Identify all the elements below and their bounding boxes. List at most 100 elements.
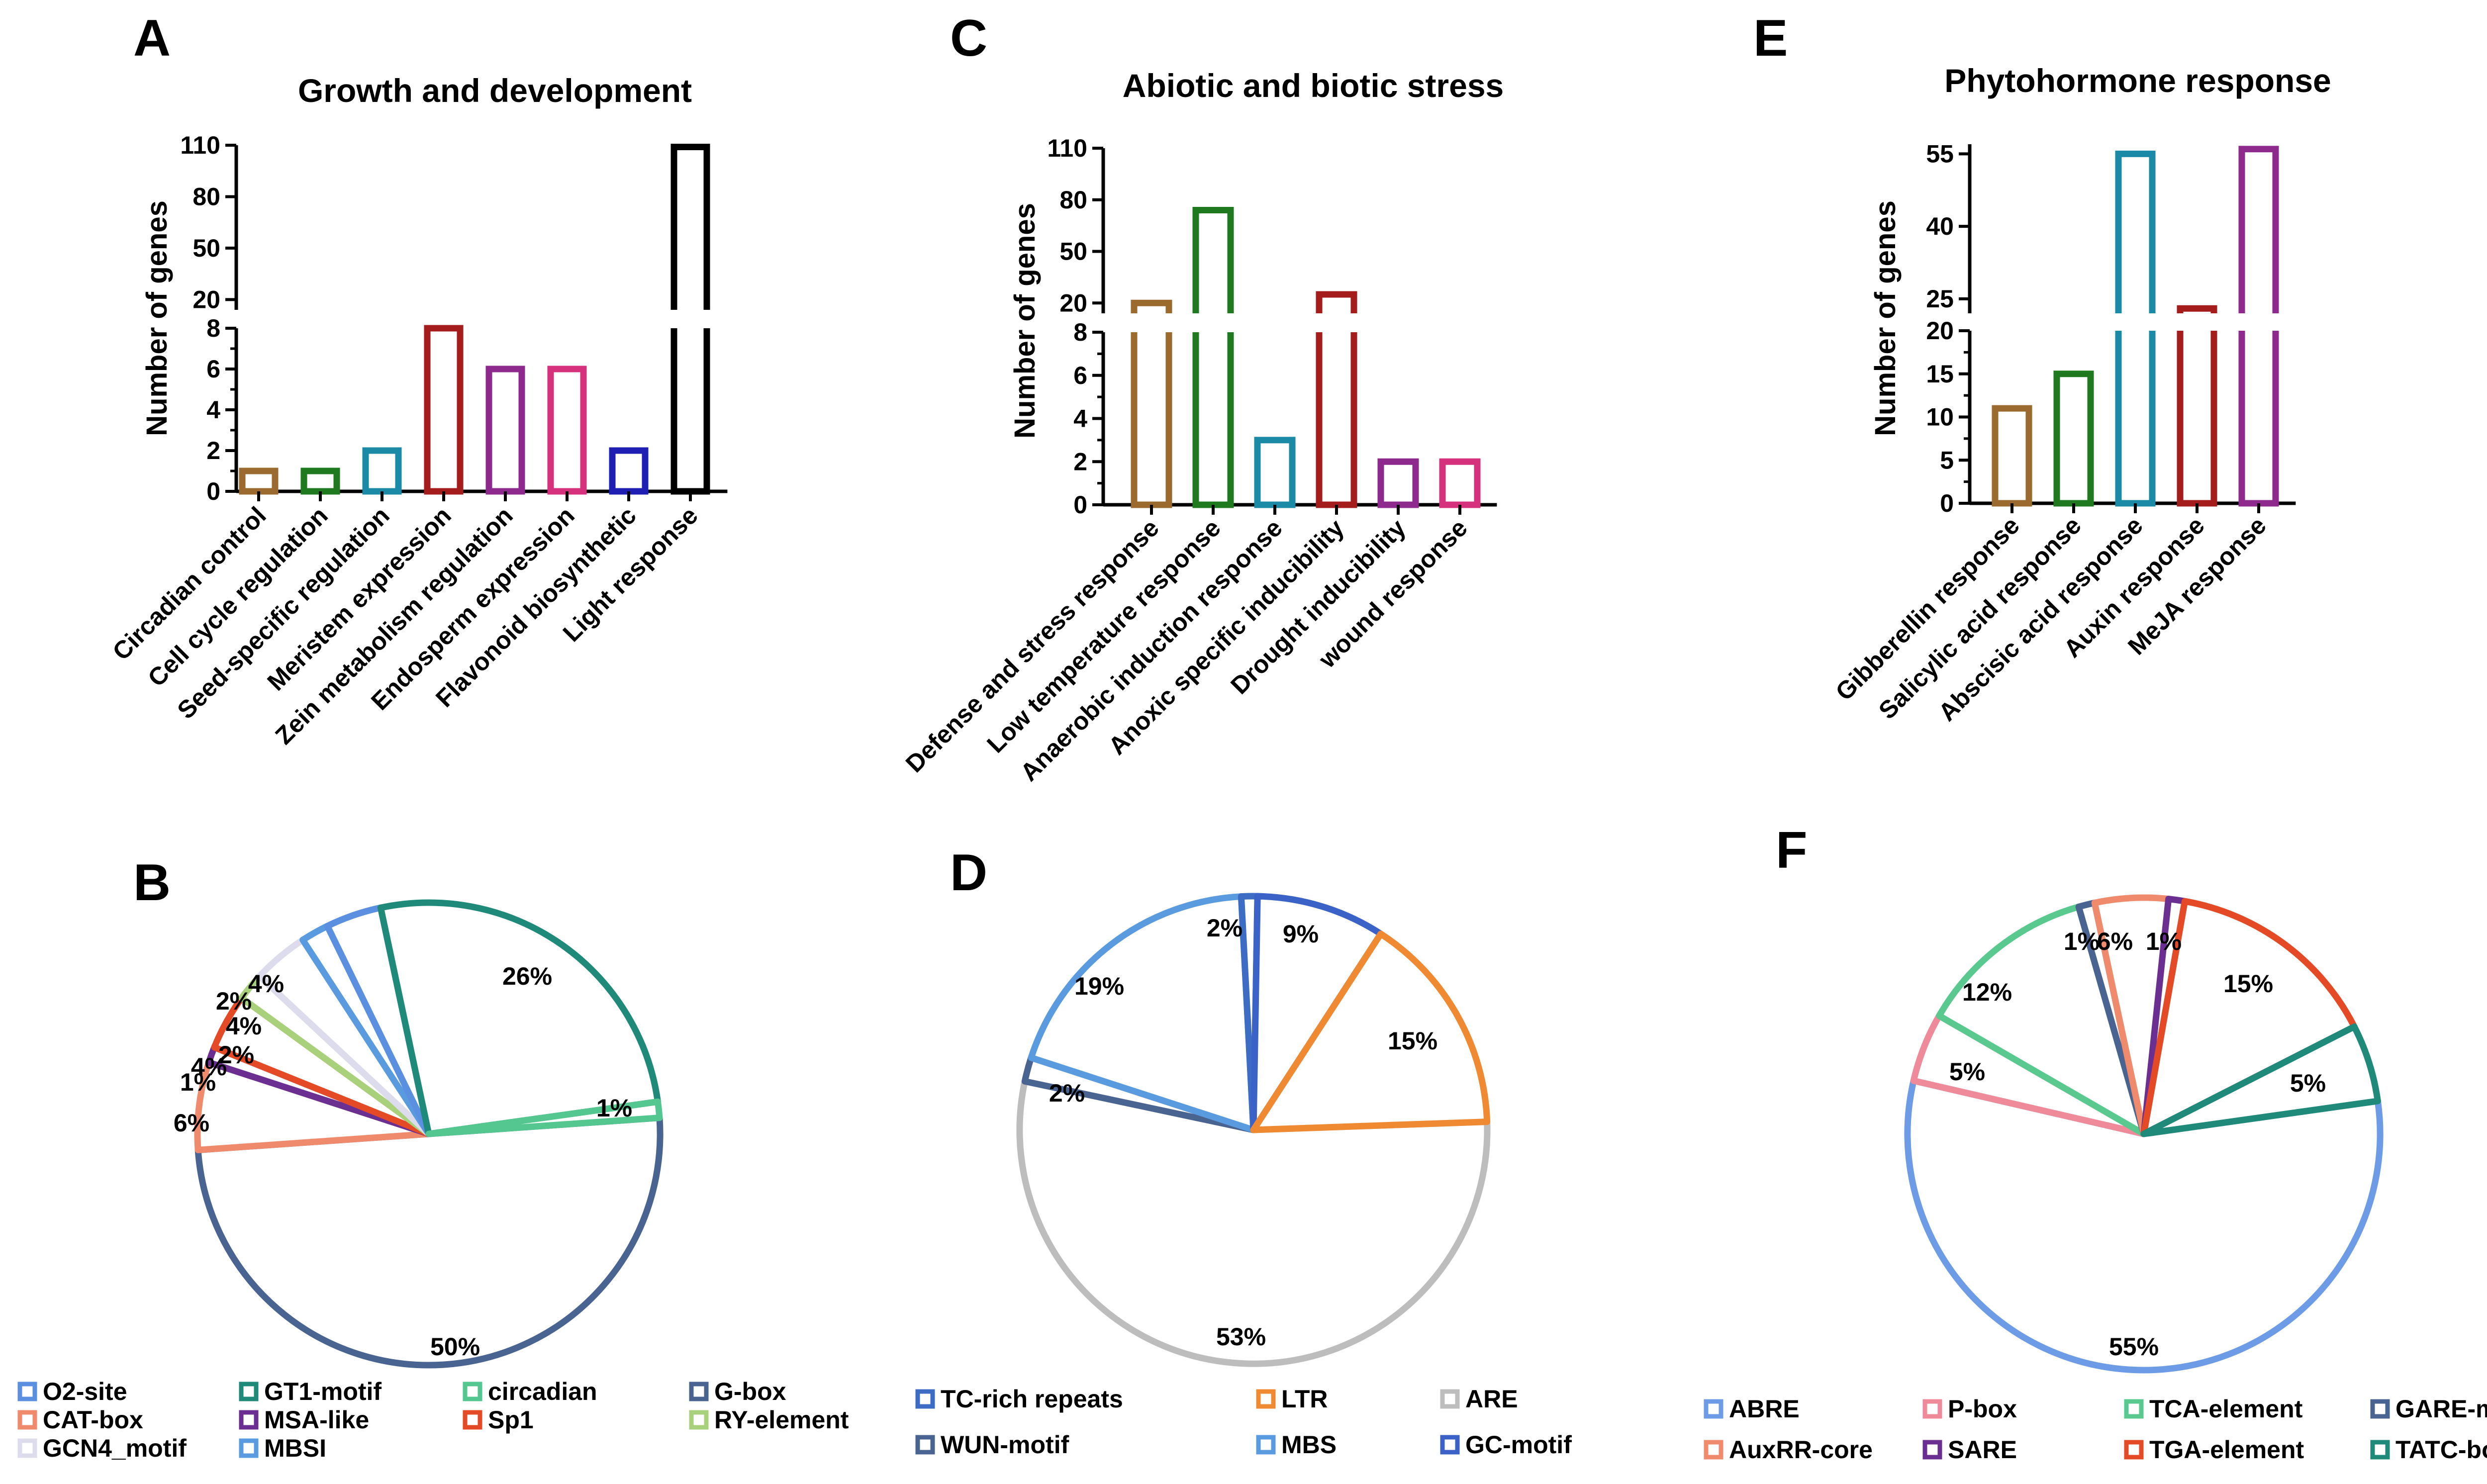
- legend-swatch-tc-rich-repeats: [915, 1389, 935, 1409]
- pie-chart-stress-elements: 53% 2% 19% 2% 9% 15%: [1016, 893, 1491, 1367]
- bar-defense-and-stress-response-lower: [1131, 332, 1172, 508]
- y-tick-label: 0: [1940, 489, 1954, 517]
- bar-light-response-lower: [670, 328, 710, 495]
- bar-meristem-expression: [424, 325, 464, 495]
- bar-chart-growth-development: Growth and development Number of genes 0 2 4…: [107, 72, 728, 749]
- legend-swatch-gc-motif: [1440, 1435, 1460, 1455]
- y-tick-label: 2: [1073, 448, 1087, 475]
- y-axis-label: Number of genes: [1869, 200, 1902, 436]
- pie-label-sp1: 4%: [191, 1053, 227, 1081]
- pie-chart-hormone-elements: 55%5%12%1%6% 1%15%5%: [1904, 894, 2384, 1374]
- pie-label-gt1-motif: 26%: [502, 962, 552, 990]
- y-tick-label: 4: [1073, 405, 1087, 433]
- legend-label-tatc-box: TATC-box: [2395, 1436, 2487, 1464]
- bar-auxin-response-lower: [2177, 331, 2217, 507]
- bar-abscisic-acid-response-upper: [2115, 150, 2156, 313]
- bar-meja-response-upper: [2238, 146, 2279, 313]
- pie-slice-abre: [1904, 1077, 2384, 1374]
- y-tick-label: 20: [1926, 317, 1954, 345]
- legend-label-ltr: LTR: [1281, 1385, 1328, 1413]
- pie-label-gc-motif: 9%: [1283, 920, 1319, 948]
- pie-slice-tatc-box: [2140, 1023, 2381, 1137]
- pie-label-tc-rich-repeats: 2%: [1207, 914, 1243, 942]
- pie-label-gcn4-motif: 4%: [226, 1012, 262, 1040]
- legend-label-p-box: P-box: [1948, 1395, 2017, 1423]
- bar-low-temperature-response-upper: [1192, 207, 1234, 313]
- y-axis-label: Number of genes: [141, 200, 173, 436]
- y-tick-label: 6: [1073, 362, 1087, 389]
- legend-swatch-ltr: [1256, 1389, 1276, 1409]
- y-tick-label: 15: [1926, 360, 1954, 388]
- chart-title: Growth and development: [298, 72, 692, 109]
- pie-chart-growth-elements: 50%6%1%4%2%4%2%4% 26%1%: [174, 899, 664, 1369]
- pie-label-wun-motif: 2%: [1049, 1079, 1085, 1107]
- pie-label-auxrr-core: 6%: [2097, 928, 2133, 955]
- legend-label-abre: ABRE: [1729, 1395, 1800, 1423]
- legend-label-are: ARE: [1465, 1385, 1518, 1413]
- panel-letter-e: E: [1753, 9, 1788, 67]
- y-tick-label: 80: [192, 183, 220, 210]
- pie-label-o2-site: 4%: [248, 970, 284, 998]
- legend-swatch-mbsi: [239, 1438, 259, 1458]
- legend-swatch-g-box: [689, 1382, 709, 1401]
- bar-seed-specific-regulation: [362, 447, 402, 495]
- bar-endosperm-expression: [547, 366, 587, 495]
- pie-label-abre: 55%: [2109, 1333, 2159, 1361]
- y-axis-label: Number of genes: [1009, 203, 1041, 439]
- legend-swatch-mbs: [1256, 1435, 1276, 1455]
- legend-swatch-sp1: [463, 1410, 482, 1430]
- legend-label-cat-box: CAT-box: [43, 1406, 143, 1434]
- y-tick-label: 20: [1059, 289, 1087, 317]
- bar-defense-and-stress-response-upper: [1131, 299, 1172, 313]
- legend-swatch-circadian: [463, 1382, 482, 1401]
- legend-swatch-sare: [1922, 1440, 1942, 1460]
- pie-slice-gt1-motif: [377, 899, 661, 1137]
- legend-swatch-are: [1440, 1389, 1460, 1409]
- legend-label-mbs: MBS: [1281, 1431, 1337, 1459]
- bar-meja-response-lower: [2238, 331, 2279, 507]
- panel-letter-d: D: [950, 844, 987, 902]
- bar-salicylic-acid-response: [2053, 371, 2094, 507]
- legend-label-auxrr-core: AuxRR-core: [1729, 1436, 1873, 1464]
- legend-swatch-gt1-motif: [239, 1382, 259, 1401]
- pie-label-mbs: 19%: [1074, 972, 1124, 1000]
- legend-label-mbsi: MBSI: [264, 1434, 326, 1462]
- pie-label-cat-box: 6%: [174, 1109, 209, 1137]
- pie-label-mbsi: 2%: [216, 987, 252, 1015]
- bar-auxin-response-upper: [2177, 305, 2217, 313]
- y-tick-label: 4: [206, 396, 220, 424]
- bar-cell-cycle-regulation: [300, 467, 340, 495]
- y-tick-label: 0: [1073, 491, 1087, 519]
- y-tick-label: 20: [192, 285, 220, 313]
- pie-slice-are: [1016, 1078, 1491, 1367]
- bar-light-response-upper: [670, 143, 710, 310]
- chart-title: Phytohormone response: [1944, 62, 2331, 99]
- legend-label-sp1: Sp1: [488, 1406, 534, 1434]
- pie-slice-ltr: [1250, 930, 1491, 1133]
- y-tick-label: 0: [206, 477, 220, 505]
- x-tick-label: Anaerobic induction response: [1015, 514, 1287, 786]
- legend-label-ry-element: RY-element: [714, 1406, 849, 1434]
- legend-swatch-abre: [1704, 1399, 1723, 1419]
- legend-swatch-gcn4-motif: [17, 1438, 37, 1458]
- bar-zein-metabolism-regulation: [485, 366, 525, 495]
- panel-letter-a: A: [133, 9, 171, 67]
- legend-label-msa-like: MSA-like: [264, 1406, 369, 1434]
- legend-label-tca-element: TCA-element: [2149, 1395, 2303, 1423]
- legend-label-gt1-motif: GT1-motif: [264, 1378, 382, 1405]
- legend-swatch-tatc-box: [2370, 1440, 2390, 1460]
- y-tick-label: 110: [1047, 134, 1087, 162]
- pie-label-are: 53%: [1216, 1323, 1266, 1351]
- bar-drought-inducibility: [1377, 458, 1419, 508]
- legend-label-o2-site: O2-site: [43, 1378, 127, 1405]
- bar-gibberellin-response: [1992, 405, 2032, 507]
- y-tick-label: 5: [1940, 446, 1954, 474]
- bar-chart-phytohormone: Phytohormone response Number of genes 0 5 10…: [1830, 62, 2331, 727]
- pie-label-tatc-box: 5%: [2290, 1069, 2326, 1097]
- y-tick-label: 50: [192, 234, 220, 262]
- y-tick-label: 25: [1926, 285, 1954, 313]
- bar-circadian-control: [239, 467, 279, 495]
- legend-swatch-gare-motif: [2370, 1399, 2390, 1419]
- pie-label-g-box: 50%: [430, 1333, 480, 1361]
- pie-slice-gc-motif: [1250, 893, 1384, 1133]
